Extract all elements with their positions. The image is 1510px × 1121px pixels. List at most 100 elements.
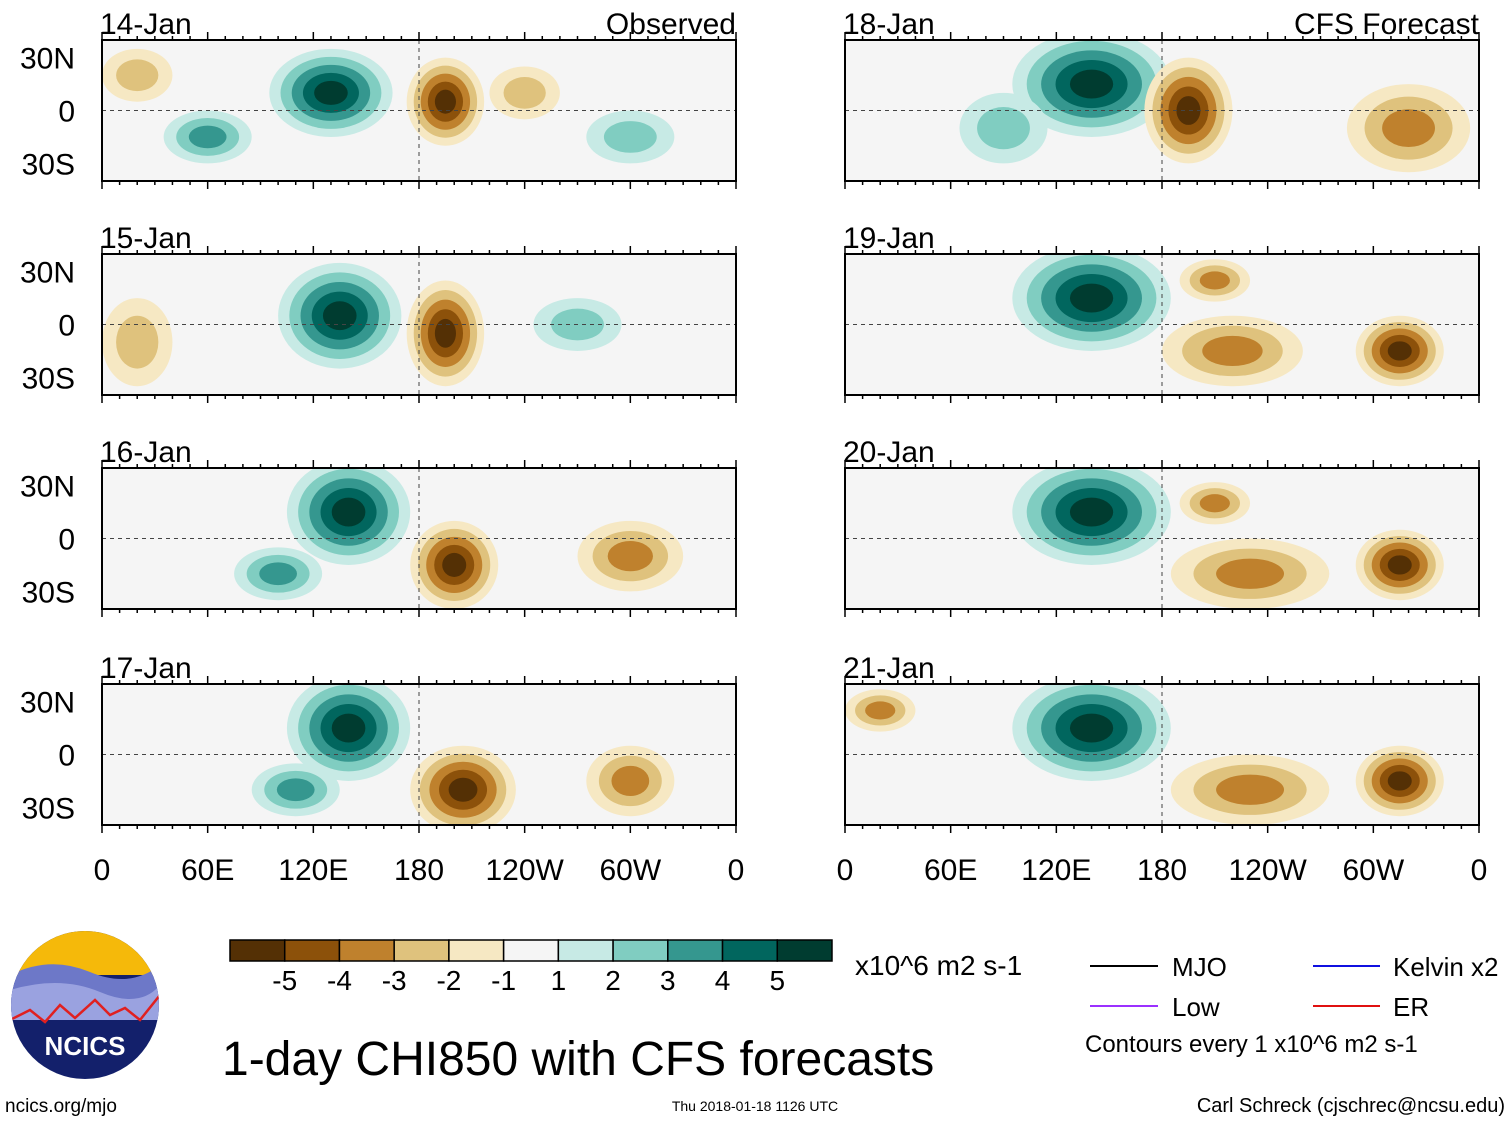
colorbar-swatch	[502, 939, 560, 962]
panel-date: 16-Jan	[100, 436, 192, 469]
lon-label: 120W	[485, 854, 564, 887]
anomaly-contour-fill	[448, 777, 478, 802]
colorbar-units: x10^6 m2 s-1	[855, 950, 1022, 981]
anomaly-contour-fill	[977, 106, 1030, 150]
anomaly-contour-fill	[188, 125, 227, 149]
lat-label: 0	[58, 310, 75, 343]
map-panel: 15-Jan 30N 0 30S	[20, 222, 737, 403]
lon-label: 0	[728, 854, 745, 887]
anomaly-contour-fill	[259, 562, 297, 586]
colorbar: -5 -4 -3 -2 -1 1 2 3 4 5	[229, 939, 833, 996]
colorbar-swatch	[338, 939, 395, 962]
map-panel: 16-Jan 30N 0 30S	[20, 436, 737, 617]
map-panel: 21-Jan 0 60E 120E 180 120W 60W 0	[837, 652, 1488, 887]
lon-label: 0	[1471, 854, 1488, 887]
anomaly-contour-fill	[116, 315, 159, 369]
colorbar-label: -5	[272, 965, 297, 996]
lon-label: 0	[94, 854, 111, 887]
colorbar-swatch	[393, 939, 450, 962]
colorbar-swatch	[612, 939, 669, 962]
map-panel: 20-Jan	[843, 436, 1480, 617]
lat-label: 30S	[22, 148, 75, 181]
anomaly-contour-fill	[1216, 774, 1285, 805]
colorbar-label: 3	[660, 965, 676, 996]
lon-label: 120E	[1021, 854, 1091, 887]
anomaly-contour-fill	[314, 80, 348, 105]
anomaly-contour-fill	[331, 497, 366, 527]
anomaly-contour-fill	[1202, 335, 1263, 367]
lat-label: 30S	[22, 792, 75, 825]
figure-title: 1-day CHI850 with CFS forecasts	[222, 1033, 934, 1086]
lon-label: 0	[837, 854, 854, 887]
lon-label: 60W	[599, 854, 661, 887]
lat-label: 0	[58, 96, 75, 129]
anomaly-contour-fill	[322, 301, 357, 331]
anomaly-contour-fill	[865, 701, 896, 720]
lat-label: 30S	[22, 362, 75, 395]
anomaly-contour-fill	[503, 77, 546, 109]
anomaly-contour-fill	[1069, 283, 1114, 313]
map-panel: 14-Jan Observed 30N 0 30S	[20, 8, 737, 189]
site-link[interactable]: ncics.org/mjo	[5, 1096, 117, 1117]
lon-label: 60E	[181, 854, 234, 887]
anomaly-contour-fill	[434, 318, 456, 348]
anomaly-contour-fill	[1387, 771, 1412, 791]
anomaly-contour-fill	[1387, 341, 1412, 361]
anomaly-contour-fill	[1069, 713, 1114, 743]
colorbar-swatch	[448, 939, 505, 962]
legend-kelvin: Kelvin x2	[1393, 952, 1499, 982]
colorbar-label: -1	[491, 965, 516, 996]
anomaly-contour-fill	[607, 541, 653, 572]
panel-date: 20-Jan	[843, 436, 935, 469]
lon-label: 180	[1137, 854, 1187, 887]
lat-label: 0	[58, 524, 75, 557]
anomaly-contour-fill	[1069, 497, 1114, 527]
panel-date: 15-Jan	[100, 222, 192, 255]
colorbar-label: 4	[715, 965, 731, 996]
legend-mjo: MJO	[1172, 952, 1227, 982]
panel-date: 17-Jan	[100, 652, 192, 685]
lat-label: 30S	[22, 576, 75, 609]
lat-label: 30N	[20, 43, 75, 76]
colorbar-swatch	[721, 939, 779, 962]
anomaly-contour-fill	[1176, 96, 1201, 125]
lon-label: 120E	[278, 854, 348, 887]
lon-label: 60W	[1342, 854, 1404, 887]
legend-er: ER	[1393, 992, 1429, 1022]
anomaly-contour-fill	[1382, 109, 1435, 148]
credit: Carl Schreck (cjschrec@ncsu.edu)	[1197, 1095, 1505, 1117]
colorbar-swatch	[229, 939, 286, 962]
anomaly-contour-fill	[1216, 558, 1285, 589]
logo-text: NCICS	[45, 1031, 126, 1061]
contours-note: Contours every 1 x10^6 m2 s-1	[1085, 1031, 1418, 1058]
map-panel: 17-Jan 30N 0 30S 0 60E 120E 180 120W 60W 0	[20, 652, 744, 887]
observed-label: Observed	[606, 8, 736, 41]
colorbar-label: -3	[382, 965, 407, 996]
anomaly-contour-fill	[603, 121, 657, 153]
anomaly-contour-fill	[116, 59, 159, 92]
colorbar-swatch	[667, 939, 724, 962]
lon-label: 120W	[1228, 854, 1307, 887]
anomaly-contour-fill	[1387, 555, 1412, 575]
colorbar-label: 1	[551, 965, 567, 996]
anomaly-contour-fill	[331, 713, 366, 743]
ncics-logo: NCICS	[11, 931, 159, 1079]
colorbar-swatch	[557, 939, 614, 962]
lat-label: 30N	[20, 471, 75, 504]
panel-date: 18-Jan	[843, 8, 935, 41]
lon-label: 180	[394, 854, 444, 887]
anomaly-contour-fill	[1199, 271, 1230, 290]
colorbar-label: -4	[327, 965, 352, 996]
anomaly-contour-fill	[442, 552, 467, 577]
colorbar-label: 2	[605, 965, 621, 996]
lat-label: 30N	[20, 257, 75, 290]
anomaly-contour-fill	[276, 778, 315, 802]
lat-label: 30N	[20, 687, 75, 720]
lat-label: 0	[58, 740, 75, 773]
panel-date: 19-Jan	[843, 222, 935, 255]
map-panel: 18-Jan CFS Forecast	[843, 8, 1480, 189]
map-panel: 19-Jan	[843, 222, 1480, 403]
legend: MJO Low Kelvin x2 ER Contours every 1 x1…	[1085, 952, 1499, 1058]
legend-low: Low	[1172, 992, 1220, 1022]
